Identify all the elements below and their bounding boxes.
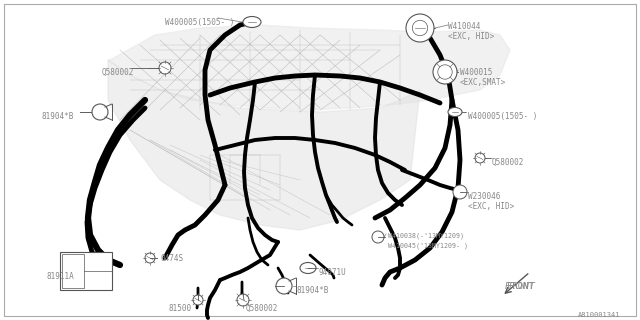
- Text: 81904*B: 81904*B: [296, 286, 328, 295]
- Circle shape: [159, 62, 171, 74]
- Ellipse shape: [448, 108, 462, 116]
- Text: Q580002: Q580002: [102, 68, 134, 77]
- Circle shape: [453, 185, 467, 199]
- Text: W400005(1505- ): W400005(1505- ): [165, 18, 235, 27]
- Circle shape: [193, 295, 203, 305]
- Circle shape: [145, 253, 155, 263]
- Text: <EXC, HID>: <EXC, HID>: [468, 202, 515, 211]
- Text: FRONT: FRONT: [507, 282, 533, 291]
- Text: W400005(1505- ): W400005(1505- ): [468, 112, 538, 121]
- Ellipse shape: [300, 262, 316, 274]
- Text: W410044: W410044: [448, 22, 481, 31]
- Text: A810001341: A810001341: [577, 312, 620, 318]
- Ellipse shape: [243, 17, 261, 28]
- Circle shape: [438, 65, 452, 79]
- Circle shape: [276, 278, 292, 294]
- Text: 0474S: 0474S: [160, 254, 183, 263]
- Circle shape: [237, 294, 249, 306]
- Circle shape: [92, 104, 108, 120]
- Circle shape: [412, 20, 428, 36]
- Circle shape: [372, 231, 384, 243]
- Text: 81904*B: 81904*B: [42, 112, 74, 121]
- Bar: [62, 254, 84, 288]
- Circle shape: [475, 153, 485, 163]
- Text: Q580002: Q580002: [246, 304, 278, 313]
- Polygon shape: [108, 60, 420, 230]
- Text: <EXC,SMAT>: <EXC,SMAT>: [460, 78, 506, 87]
- Text: FRONT: FRONT: [504, 282, 536, 291]
- Text: <EXC, HID>: <EXC, HID>: [448, 32, 494, 41]
- Text: W230046: W230046: [468, 192, 500, 201]
- Text: W400015: W400015: [460, 68, 492, 77]
- Text: W410045('13MY1209- ): W410045('13MY1209- ): [388, 242, 468, 249]
- Text: 81500: 81500: [168, 304, 191, 313]
- Text: 94071U: 94071U: [318, 268, 346, 277]
- Text: W410038(-'13MY1209): W410038(-'13MY1209): [388, 232, 464, 238]
- Text: 81911A: 81911A: [46, 272, 74, 281]
- Text: Q580002: Q580002: [492, 158, 524, 167]
- Circle shape: [433, 60, 457, 84]
- Circle shape: [406, 14, 434, 42]
- Bar: [60, 252, 112, 290]
- Polygon shape: [108, 25, 510, 110]
